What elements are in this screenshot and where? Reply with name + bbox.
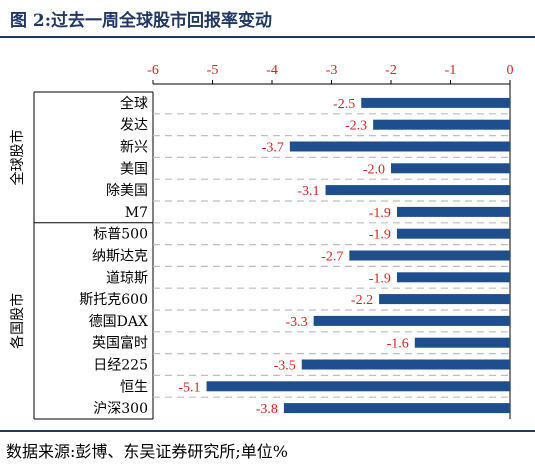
group-label: 全球股市 — [9, 129, 26, 185]
category-label: M7 — [125, 205, 148, 221]
x-tick-label: -2 — [385, 63, 397, 78]
bar — [396, 272, 510, 283]
bar — [349, 250, 510, 261]
data-label: -1.9 — [369, 228, 391, 243]
category-label: 沪深300 — [93, 401, 148, 417]
data-label: -3.3 — [285, 315, 307, 330]
data-label: -1.9 — [369, 206, 391, 221]
bar — [289, 141, 510, 152]
data-label: -2.7 — [321, 250, 343, 265]
data-label: -3.1 — [297, 184, 319, 199]
data-label: -3.8 — [256, 402, 278, 417]
bar — [379, 294, 510, 305]
data-label: -1.6 — [387, 337, 409, 352]
category-label: 道琼斯 — [106, 270, 148, 286]
category-label: 日经225 — [93, 358, 148, 374]
bar — [301, 359, 510, 370]
data-label: -2.0 — [363, 162, 385, 177]
bar — [391, 163, 510, 174]
category-label: 英国富时 — [92, 335, 148, 352]
category-label: 恒生 — [120, 379, 148, 395]
category-label: 发达 — [120, 118, 148, 134]
data-label: -3.5 — [274, 359, 296, 374]
category-label: 全球 — [120, 95, 148, 112]
footer-rule — [0, 430, 535, 432]
bar — [373, 119, 510, 130]
x-tick-label: 0 — [507, 63, 514, 78]
x-tick-label: -6 — [147, 63, 159, 78]
category-label: 德国DAX — [89, 314, 148, 330]
x-tick-label: -4 — [266, 63, 278, 78]
bar — [414, 337, 510, 348]
data-label: -3.7 — [262, 141, 284, 156]
group-label: 各国股市 — [9, 293, 26, 349]
bar — [396, 206, 510, 217]
category-label: 标普500 — [93, 227, 148, 243]
title-rule — [0, 36, 535, 38]
data-label: -5.1 — [178, 380, 200, 395]
bar — [396, 228, 510, 239]
category-label: 斯托克600 — [79, 292, 148, 308]
data-label: -2.3 — [345, 119, 367, 134]
bar — [206, 381, 511, 392]
x-tick-label: -5 — [207, 63, 219, 78]
category-label: 美国 — [120, 161, 148, 177]
data-label: -1.9 — [369, 271, 391, 286]
source-note: 数据来源:彭博、东吴证券研究所;单位% — [6, 442, 288, 461]
x-tick-label: -3 — [326, 63, 338, 78]
x-tick-label: -1 — [445, 63, 457, 78]
data-label: -2.5 — [333, 97, 355, 112]
bar — [313, 315, 510, 326]
category-label: 除美国 — [106, 183, 148, 199]
category-label: 纳斯达克 — [92, 249, 148, 265]
data-label: -2.2 — [351, 293, 373, 308]
bar — [325, 185, 510, 196]
bar — [283, 403, 510, 414]
bar — [361, 97, 510, 108]
category-label: 新兴 — [120, 140, 148, 156]
figure-title: 图 2:过去一周全球股市回报率变动 — [10, 11, 273, 31]
